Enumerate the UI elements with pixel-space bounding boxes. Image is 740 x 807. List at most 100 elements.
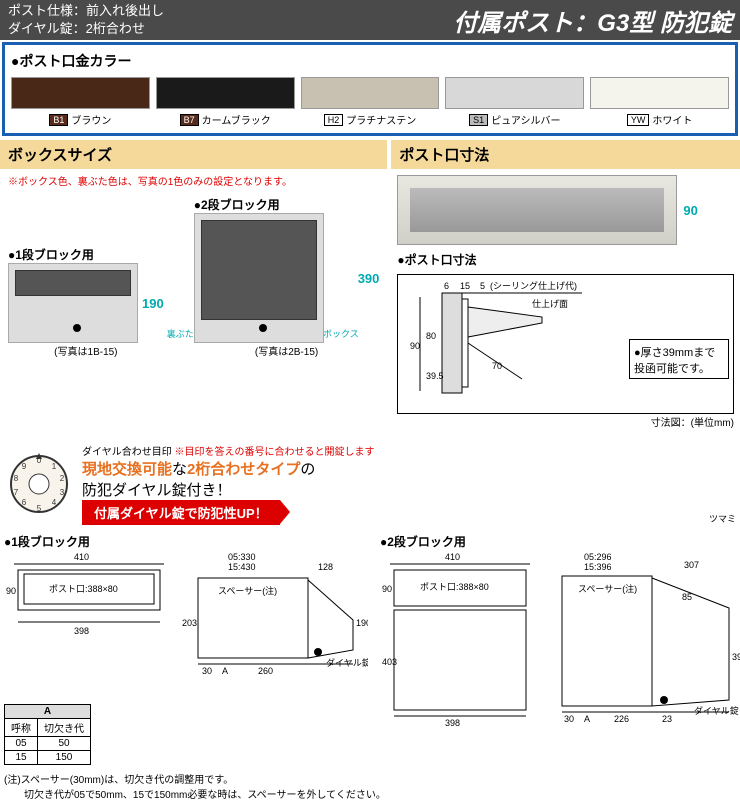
color-name: ブラウン xyxy=(71,112,111,127)
svg-text:1: 1 xyxy=(52,462,57,471)
swatch-item: B7カームブラック xyxy=(156,77,295,127)
box-title: ボックスサイズ xyxy=(0,140,387,169)
box2-cap: (写真は2B-15) xyxy=(194,343,380,358)
code: B7 xyxy=(180,114,199,126)
svg-text:23: 23 xyxy=(662,714,672,724)
svg-text:39.5: 39.5 xyxy=(426,371,444,381)
svg-text:6: 6 xyxy=(444,281,449,291)
svg-text:スペーサー(注): スペーサー(注) xyxy=(578,583,637,594)
color-name: カームブラック xyxy=(202,112,271,127)
red-banner: 付属ダイヤル錠で防犯性UP！ xyxy=(82,500,280,525)
r1a: 05 xyxy=(5,737,38,751)
svg-text:410: 410 xyxy=(445,552,460,562)
svg-text:85: 85 xyxy=(682,592,692,602)
t2: な xyxy=(172,461,187,478)
svg-text:5: 5 xyxy=(37,504,42,513)
box-figures: ●1段ブロック用 190 (写真は1B-15) ●2段ブロック用 裏ぶた ボック… xyxy=(0,188,387,366)
svg-text:ダイヤル錠: ダイヤル錠 xyxy=(326,657,368,668)
t1: 現地交換可能 xyxy=(82,461,172,478)
r2b: 150 xyxy=(38,751,91,765)
tech2-front: 410 ポスト口:388×80 90 403 398 xyxy=(380,550,540,730)
code: S1 xyxy=(469,114,488,126)
box-label-text: ボックス xyxy=(323,327,359,340)
header-spec: ポスト仕様：前入れ後出し ダイヤル錠：2桁合わせ xyxy=(8,2,164,38)
color-name: ホワイト xyxy=(652,112,692,127)
color-swatches: B1ブラウン B7カームブラック H2プラチナステン S1ピュアシルバー YWホ… xyxy=(11,77,729,127)
box2-label: ●2段ブロック用 xyxy=(194,196,380,213)
swatch-black xyxy=(156,77,295,109)
t4: の xyxy=(300,461,315,478)
code: H2 xyxy=(324,114,344,126)
dial-banner: 012 345 678 9 ダイヤル合わせ目印 ※目印を答えの番号に合わせると開… xyxy=(4,443,736,525)
svg-text:5: 5 xyxy=(480,281,485,291)
svg-text:7: 7 xyxy=(14,488,19,497)
ath: A xyxy=(5,705,91,719)
banner-text: ダイヤル合わせ目印 ※目印を答えの番号に合わせると開錠します 現地交換可能な2桁… xyxy=(82,443,701,525)
svg-text:05:330: 05:330 xyxy=(228,552,256,562)
swatch-white xyxy=(590,77,729,109)
spec-line1: ポスト仕様：前入れ後出し xyxy=(8,2,164,20)
box1-label: ●1段ブロック用 xyxy=(8,246,164,263)
svg-text:30: 30 xyxy=(202,666,212,676)
c2: 切欠き代 xyxy=(38,719,91,737)
svg-text:30: 30 xyxy=(564,714,574,724)
svg-text:398: 398 xyxy=(445,718,460,728)
svg-text:6: 6 xyxy=(22,498,27,507)
svg-text:90: 90 xyxy=(382,584,392,594)
foot2: 切欠き代が05で50mm、15で150mm必要な時は、スペーサーを外してください… xyxy=(4,786,736,801)
header-bar: ポスト仕様：前入れ後出し ダイヤル錠：2桁合わせ 付属ポスト：G3型 防犯錠 xyxy=(0,0,740,40)
tech1-front: 410 ポスト口:388×80 90 398 xyxy=(4,550,174,680)
box-note: ※ボックス色、裏ぶた色は、写真の1色のみの設定となります。 xyxy=(8,173,387,188)
mid-row: ボックスサイズ ※ボックス色、裏ぶた色は、写真の1色のみの設定となります。 ●1… xyxy=(0,140,740,435)
svg-text:128: 128 xyxy=(318,562,333,572)
tech2-side: 05:296 15:396 307 スペーサー(注) 85 390 ダイヤル錠 … xyxy=(544,550,740,730)
swatch-platinum xyxy=(301,77,440,109)
line2: 防犯ダイヤル錠付き！ xyxy=(82,479,701,500)
slot-photo xyxy=(397,175,677,245)
footnote: (注)スペーサー(30mm)は、切欠き代の調整用です。 切欠き代が05で50mm… xyxy=(4,771,736,801)
color-name: プラチナステン xyxy=(346,112,416,127)
dial-mark: ダイヤル合わせ目印 xyxy=(82,447,172,458)
swatch-item: YWホワイト xyxy=(590,77,729,127)
c1: 呼称 xyxy=(5,719,38,737)
swatch-item: B1ブラウン xyxy=(11,77,150,127)
spec-line2: ダイヤル錠：2桁合わせ xyxy=(8,20,164,38)
svg-text:15:396: 15:396 xyxy=(584,562,612,572)
slot-title: ポスト口寸法 xyxy=(391,140,740,169)
svg-text:スペーサー(注): スペーサー(注) xyxy=(218,585,277,596)
svg-text:15: 15 xyxy=(460,281,470,291)
thickness-note: ●厚さ39mmまで投函可能です。 xyxy=(629,339,729,379)
swatch-silver xyxy=(445,77,584,109)
slot-svg: 6 15 5 (シーリング仕上げ代) 仕上げ面 70 90 80 39.5 xyxy=(402,279,629,409)
tech2: ●2段ブロック用 410 ポスト口:388×80 90 403 398 05:2… xyxy=(376,533,740,765)
lid-label: 裏ぶた xyxy=(167,327,194,340)
svg-text:2: 2 xyxy=(60,474,65,483)
tech2-title: ●2段ブロック用 xyxy=(380,533,740,550)
box2-dim: 390 xyxy=(358,271,380,286)
svg-text:15:430: 15:430 xyxy=(228,562,256,572)
svg-text:260: 260 xyxy=(258,666,273,676)
swatch-brown xyxy=(11,77,150,109)
svg-text:3: 3 xyxy=(60,488,65,497)
slot-dim90: 90 xyxy=(683,203,697,218)
r1b: 50 xyxy=(38,737,91,751)
r2a: 15 xyxy=(5,751,38,765)
slot-diagram: 6 15 5 (シーリング仕上げ代) 仕上げ面 70 90 80 39.5 xyxy=(397,274,734,414)
header-title: 付属ポスト：G3型 防犯錠 xyxy=(453,3,732,38)
svg-text:90: 90 xyxy=(6,586,16,596)
a-table: A 呼称切欠き代 0550 15150 xyxy=(4,704,91,765)
unit-note: 寸法図：(単位mm) xyxy=(397,414,734,429)
tech1: ●1段ブロック用 410 ポスト口:388×80 90 398 05:330 1… xyxy=(0,533,372,765)
swatch-item: S1ピュアシルバー xyxy=(445,77,584,127)
dial-icon: 012 345 678 9 xyxy=(4,449,74,519)
slot-column: ポスト口寸法 90 ●ポスト口寸法 6 15 5 (シーリング仕上げ代) 仕上げ… xyxy=(391,140,740,435)
svg-text:4: 4 xyxy=(52,498,57,507)
box1-dim: 190 xyxy=(142,296,164,311)
box1-cap: (写真は1B-15) xyxy=(8,343,164,358)
box2-render: 裏ぶた ボックス xyxy=(194,213,324,343)
svg-text:390: 390 xyxy=(732,652,740,662)
color-section: ●ポスト口金カラー B1ブラウン B7カームブラック H2プラチナステン S1ピ… xyxy=(2,42,738,136)
svg-text:226: 226 xyxy=(614,714,629,724)
svg-text:203: 203 xyxy=(182,618,197,628)
svg-text:190: 190 xyxy=(356,618,368,628)
